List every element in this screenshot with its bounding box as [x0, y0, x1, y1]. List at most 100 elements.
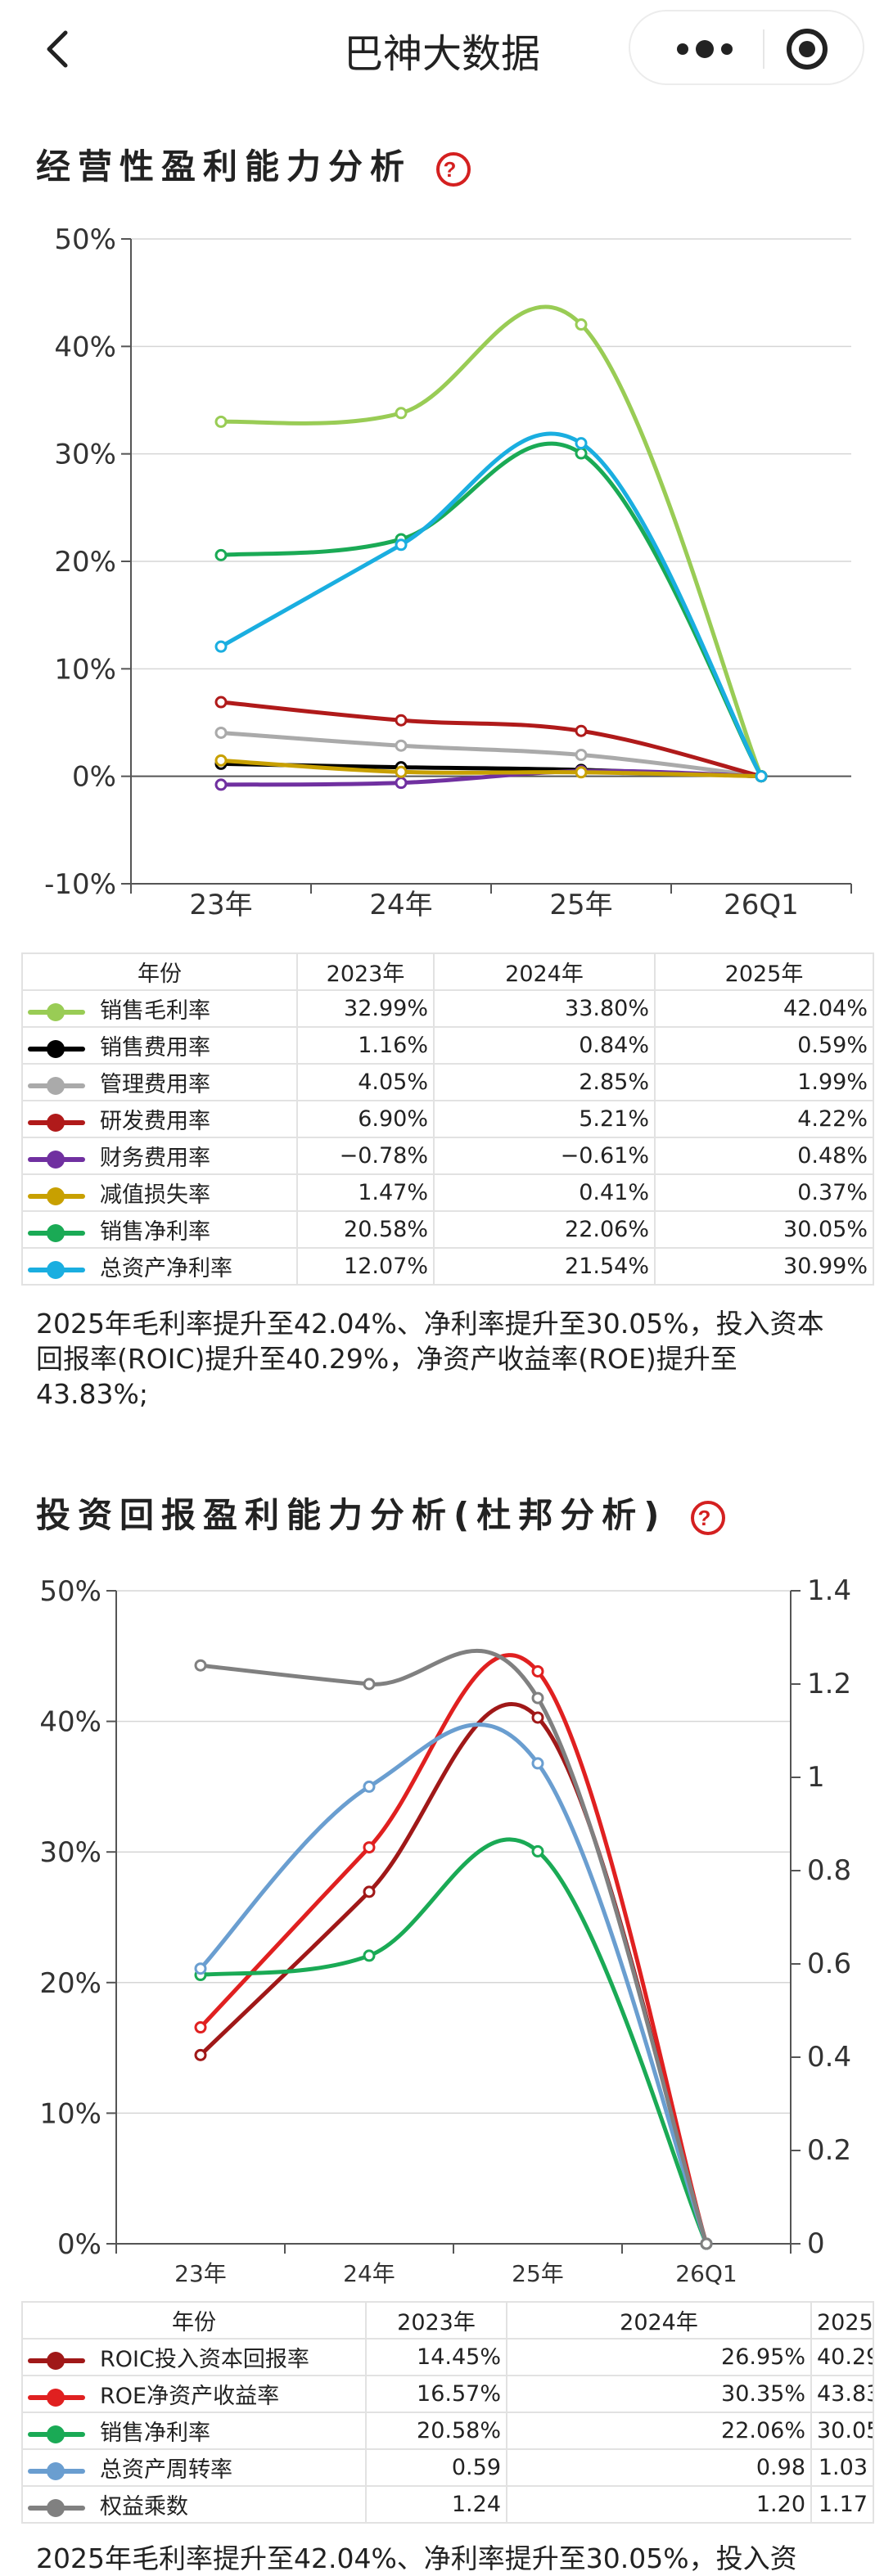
legend-marker-icon — [28, 1076, 85, 1095]
data-point — [214, 415, 228, 428]
help-icon[interactable]: ? — [435, 151, 472, 188]
data-point — [214, 640, 228, 653]
legend-marker-icon — [28, 2461, 85, 2480]
table-row: 销售毛利率 32.99% 33.80% 42.04% — [21, 989, 874, 1028]
table-cell: 21.54% — [433, 1247, 656, 1286]
data-point — [575, 766, 588, 779]
table-row: 权益乘数 1.24 1.20 1.17 — [21, 2485, 874, 2524]
data-point — [395, 538, 408, 552]
close-target-icon[interactable] — [783, 26, 832, 72]
data-point — [363, 1885, 376, 1898]
legend-label: ROE净资产收益率 — [100, 2384, 280, 2409]
table-cell: −0.61% — [433, 1137, 656, 1175]
operating-profitability-chart: 50% 40% 30% 20% 10% 0% -10% 23年 24年 25年 26Q1 — [44, 223, 852, 921]
table-cell: 20.58% — [296, 1210, 435, 1249]
data-point — [363, 1841, 376, 1854]
data-point — [214, 754, 228, 767]
legend-cell[interactable]: 总资产净利率 — [21, 1247, 298, 1286]
table-header-cell: 2024年 — [433, 952, 656, 991]
legend-cell[interactable]: 减值损失率 — [21, 1173, 298, 1212]
series-line — [220, 700, 762, 779]
data-point — [214, 696, 228, 709]
data-point — [363, 1678, 376, 1691]
y-tick-label: 50% — [39, 1575, 101, 1608]
table-header-cell: 2025年 — [654, 952, 874, 991]
legend-cell[interactable]: 销售毛利率 — [21, 989, 298, 1028]
data-point — [395, 765, 408, 778]
legend-label: 销售毛利率 — [100, 998, 210, 1024]
data-point — [395, 407, 408, 420]
table-header-cell: 2024年 — [506, 2301, 812, 2340]
y2-tick-label: 0.8 — [807, 1854, 851, 1887]
legend-cell[interactable]: ROE净资产收益率 — [21, 2375, 367, 2413]
top-bar: 巴神大数据 — [0, 0, 884, 94]
y-tick-label: 0% — [72, 761, 116, 794]
table-cell: 14.45% — [365, 2338, 507, 2376]
series-line — [220, 730, 762, 779]
table-row: 研发费用率 6.90% 5.21% 4.22% — [21, 1100, 874, 1138]
legend-cell[interactable]: 研发费用率 — [21, 1100, 298, 1138]
y-tick-label: 20% — [39, 1967, 101, 2000]
table-row: 销售费用率 1.16% 0.84% 0.59% — [21, 1026, 874, 1065]
table-cell: 12.07% — [296, 1247, 435, 1286]
legend-label: 销售费用率 — [100, 1035, 210, 1061]
legend-cell[interactable]: 权益乘数 — [21, 2485, 367, 2524]
table-cell: 43.83% — [810, 2375, 874, 2413]
table-cell: 5.21% — [433, 1100, 656, 1138]
x-tick-label: 24年 — [343, 2260, 395, 2287]
x-tick-label: 23年 — [189, 889, 252, 921]
data-point — [194, 2021, 207, 2034]
table-header-cell: 年份 — [21, 2301, 367, 2340]
table-row: ROE净资产收益率 16.57%30.35%43.83% — [21, 2375, 874, 2413]
back-arrow-icon[interactable] — [34, 25, 83, 74]
table-row: 管理费用率 4.05% 2.85% 1.99% — [21, 1063, 874, 1101]
table-cell: 30.05% — [810, 2412, 874, 2450]
legend-cell[interactable]: 销售净利率 — [21, 2412, 367, 2450]
table-row: 销售净利率 20.58%22.06%30.05% — [21, 2412, 874, 2450]
table-cell: 4.05% — [296, 1063, 435, 1101]
table-row: 财务费用率 −0.78% −0.61% 0.48% — [21, 1137, 874, 1175]
legend-cell[interactable]: 财务费用率 — [21, 1137, 298, 1175]
table-cell: 22.06% — [506, 2412, 812, 2450]
data-point — [755, 770, 768, 783]
y2-tick-label: 1 — [807, 1761, 825, 1794]
table-cell: 1.24 — [365, 2485, 507, 2524]
legend-cell[interactable]: ROIC投入资本回报率 — [21, 2338, 367, 2376]
data-point — [531, 1691, 544, 1705]
legend-cell[interactable]: 销售净利率 — [21, 1210, 298, 1249]
y2-tick-label: 1.2 — [807, 1668, 851, 1700]
legend-label: 研发费用率 — [100, 1109, 210, 1134]
data-point — [395, 714, 408, 727]
legend-marker-icon — [28, 1150, 85, 1169]
legend-marker-icon — [28, 1039, 85, 1058]
data-point — [194, 2048, 207, 2061]
legend-label: 管理费用率 — [100, 1072, 210, 1097]
table-cell: 22.06% — [433, 1210, 656, 1249]
more-icon[interactable] — [660, 33, 750, 65]
data-point — [214, 548, 228, 561]
legend-cell[interactable]: 销售费用率 — [21, 1026, 298, 1065]
legend-label: 总资产周转率 — [100, 2457, 232, 2483]
legend-label: 销售净利率 — [100, 2421, 210, 2446]
x-tick-label: 24年 — [369, 889, 432, 921]
x-tick-label: 25年 — [512, 2260, 564, 2287]
legend-label: 总资产净利率 — [100, 1256, 232, 1281]
table-header-cell: 2023年 — [296, 952, 435, 991]
data-point — [194, 1659, 207, 1672]
y-tick-label: 10% — [39, 2097, 101, 2130]
table-cell: 1.99% — [654, 1063, 874, 1101]
table-cell: 1.03 — [810, 2448, 874, 2487]
operating-profitability-table: 年份 2023年 2024年 2025年 销售毛利率 32.99% 33.80% 42.04%… — [21, 952, 874, 1286]
table-cell: 0.59% — [654, 1026, 874, 1065]
dupont-analysis-chart: 50% 40% 30% 20% 10% 0% 1.4 1.2 1 0.8 0.6 0.4 0.2 0 23年… — [39, 1574, 851, 2287]
x-tick-label: 26Q1 — [675, 2260, 737, 2287]
legend-cell[interactable]: 总资产周转率 — [21, 2448, 367, 2487]
table-cell: 20.58% — [365, 2412, 507, 2450]
series-line — [220, 304, 764, 777]
legend-cell[interactable]: 管理费用率 — [21, 1063, 298, 1101]
data-point — [214, 726, 228, 739]
x-tick-label: 26Q1 — [724, 889, 799, 921]
help-icon[interactable]: ? — [689, 1499, 727, 1537]
data-point — [575, 749, 588, 762]
